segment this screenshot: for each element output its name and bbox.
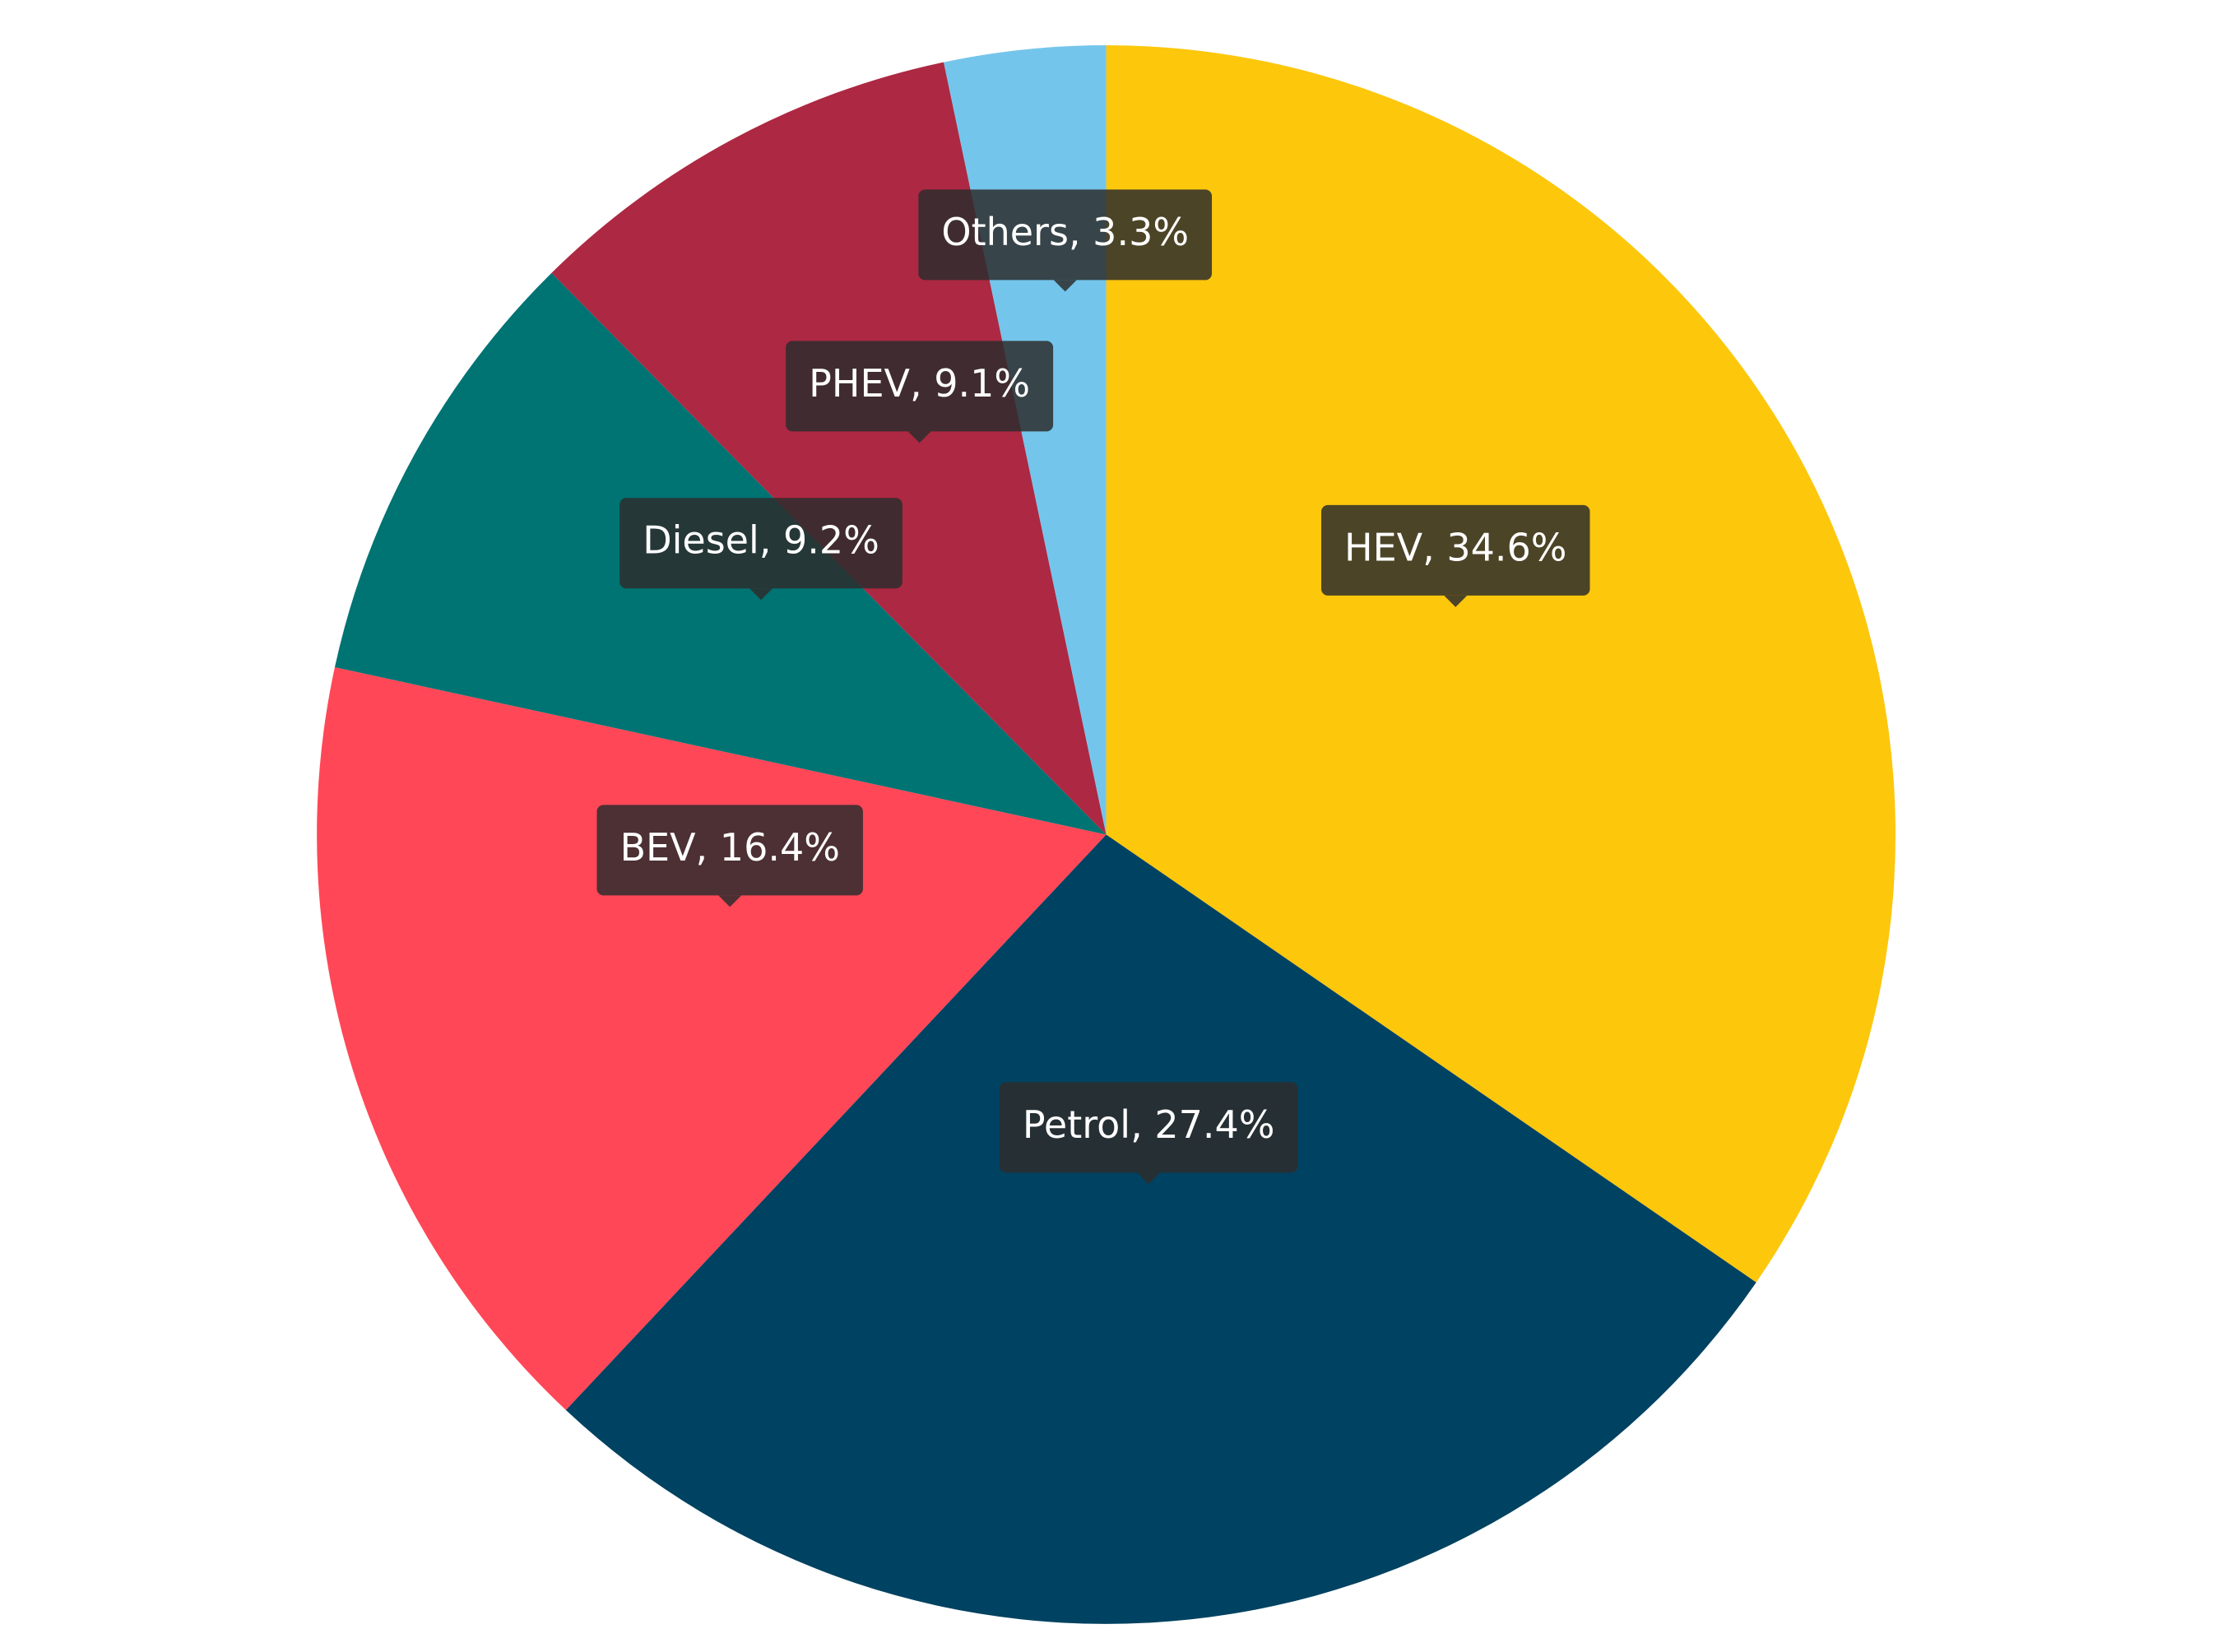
pie-slice (565, 834, 1756, 1624)
label-text: BEV, 16.4% (619, 825, 839, 870)
data-label: PHEV, 9.1% (786, 341, 1054, 443)
label-box (999, 1082, 1298, 1173)
label-pointer (1053, 280, 1077, 292)
label-pointer (907, 431, 931, 443)
data-label: HEV, 34.6% (1321, 504, 1590, 607)
label-text: Others, 3.3% (941, 210, 1189, 254)
label-box (1321, 504, 1590, 596)
label-pointer (718, 895, 742, 907)
pie-slice (1106, 45, 1896, 1283)
label-pointer (1137, 1172, 1161, 1185)
label-text: Diesel, 9.2% (643, 518, 879, 563)
label-pointer (1444, 595, 1468, 607)
label-text: PHEV, 9.1% (809, 361, 1030, 406)
data-label: Others, 3.3% (918, 189, 1213, 292)
label-box (619, 498, 903, 589)
data-label: Petrol, 27.4% (999, 1082, 1298, 1185)
label-text: Petrol, 27.4% (1023, 1102, 1275, 1147)
label-text: HEV, 34.6% (1344, 525, 1567, 569)
label-box (596, 805, 863, 896)
data-label: Diesel, 9.2% (619, 498, 903, 601)
label-pointer (749, 588, 773, 601)
label-box (786, 341, 1054, 432)
label-box (918, 189, 1213, 281)
data-label: BEV, 16.4% (596, 805, 863, 907)
pie-slice (317, 667, 1107, 1410)
